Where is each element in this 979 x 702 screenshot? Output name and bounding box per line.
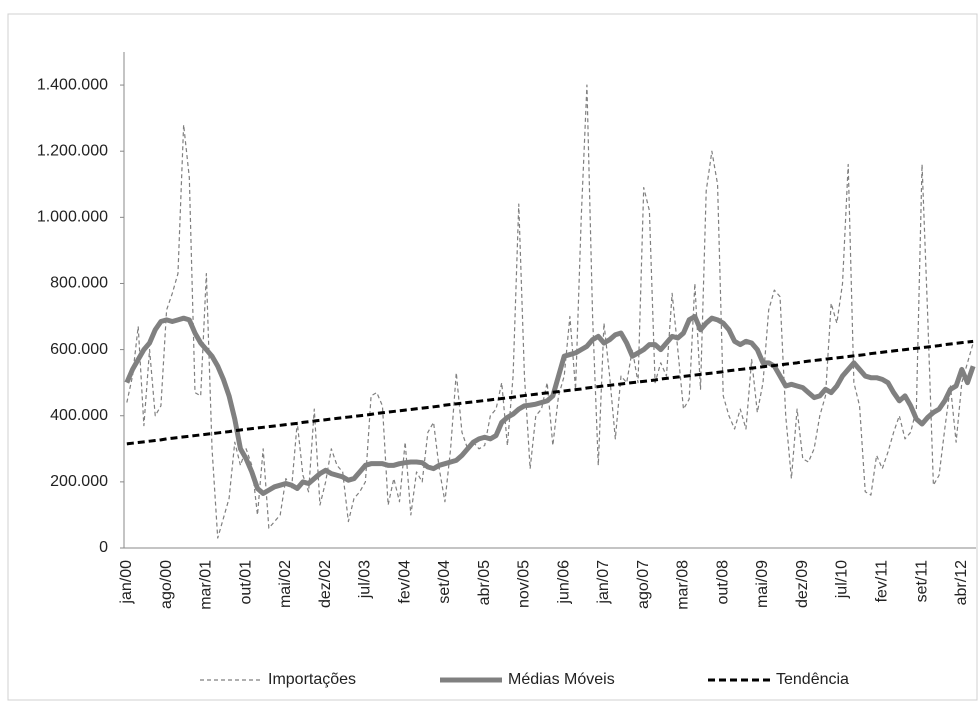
y-tick-label: 1.200.000 [37,142,108,159]
x-tick-label: set/04 [436,560,453,604]
x-tick-label: out/01 [237,560,254,605]
y-tick-label: 1.000.000 [37,209,108,226]
y-tick-label: 1.400.000 [37,76,108,93]
y-tick-label: 800.000 [50,275,108,292]
legend-label: Médias Móveis [508,671,615,688]
x-tick-label: jan/00 [118,560,135,605]
y-tick-label: 600.000 [50,341,108,358]
x-tick-label: abr/12 [953,560,970,605]
x-tick-label: jan/07 [595,560,612,605]
y-tick-label: 0 [99,539,108,556]
x-tick-label: dez/02 [317,560,334,608]
x-tick-label: jul/03 [357,560,374,599]
series-line [126,339,974,446]
x-tick-label: mar/01 [198,560,215,610]
x-tick-label: mai/02 [277,560,294,608]
x-tick-label: dez/09 [794,560,811,608]
y-tick-label: 400.000 [50,407,108,424]
x-tick-label: ago/00 [158,560,175,609]
x-tick-label: set/11 [913,560,930,603]
x-tick-label: ago/07 [635,560,652,609]
y-tick-label: 200.000 [50,473,108,490]
legend-label: Importações [268,671,356,688]
x-tick-label: mar/08 [675,560,692,610]
x-tick-label: fev/04 [396,560,413,604]
x-tick-label: jun/06 [555,560,572,605]
series-line [124,314,976,496]
x-tick-label: nov/05 [516,560,533,608]
legend-label: Tendência [776,671,849,688]
x-tick-label: mai/09 [754,560,771,608]
series-line [126,84,974,539]
x-tick-label: abr/05 [476,560,493,605]
x-tick-label: jul/10 [834,560,851,599]
chart-frame [7,13,978,701]
x-tick-label: fev/11 [873,560,890,603]
x-tick-label: out/08 [714,560,731,605]
